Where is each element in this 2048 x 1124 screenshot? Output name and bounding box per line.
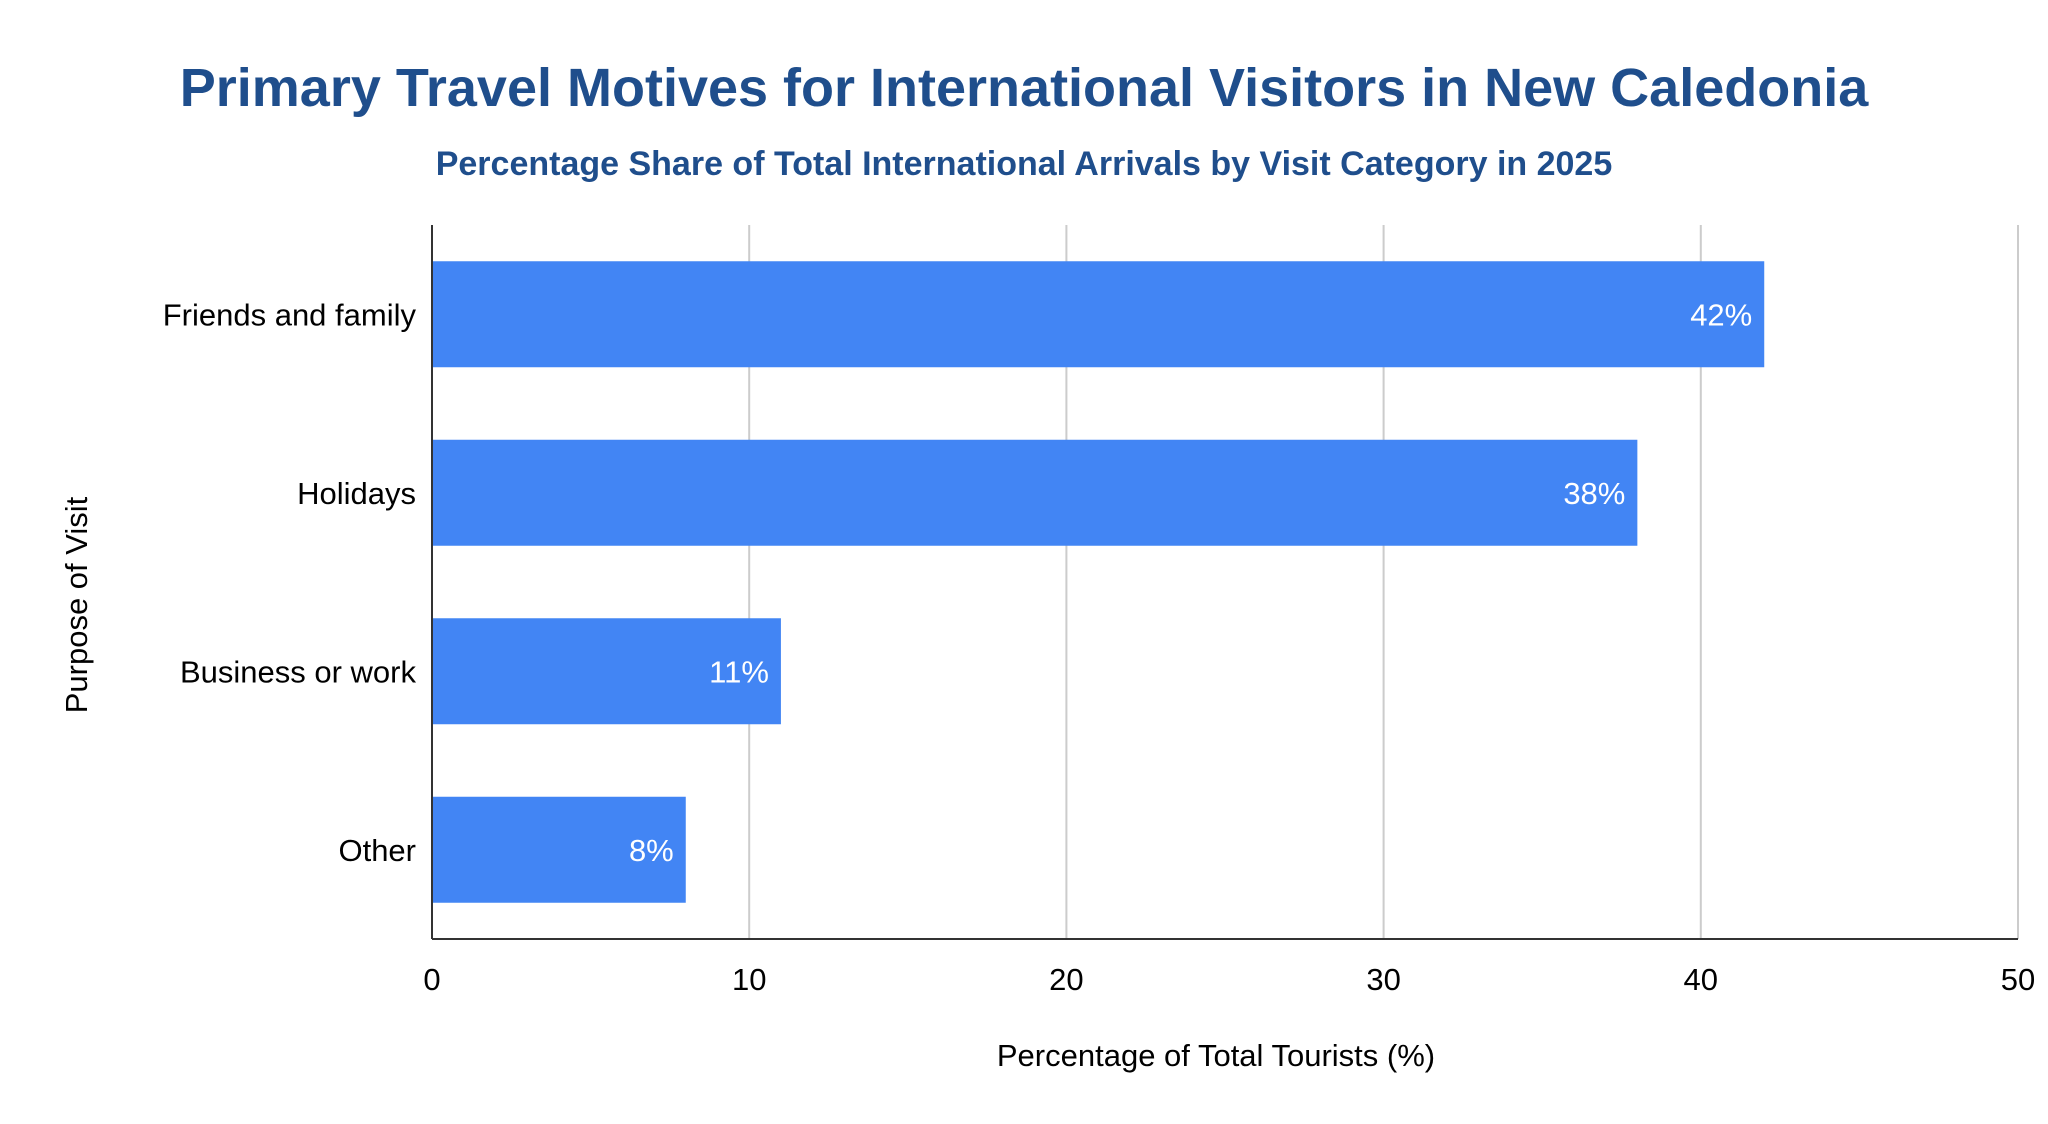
y-axis-title: Purpose of Visit <box>59 496 94 713</box>
bars <box>432 261 1765 903</box>
data-label-0: 42% <box>1690 297 1752 332</box>
y-category-label-0: Friends and family <box>163 297 417 332</box>
bar-3 <box>432 796 686 903</box>
x-axis-title: Percentage of Total Tourists (%) <box>997 1038 1435 1073</box>
x-tick-label-10: 10 <box>732 962 766 997</box>
data-labels: 42% 38% 11% 8% <box>629 297 1752 868</box>
chart-subtitle: Percentage Share of Total International … <box>436 145 1613 183</box>
y-category-label-1: Holidays <box>297 476 416 511</box>
x-tick-labels: 0 10 20 30 40 50 <box>423 962 2035 997</box>
y-category-label-3: Other <box>338 833 416 868</box>
data-label-3: 8% <box>629 833 674 868</box>
x-tick-label-20: 20 <box>1049 962 1083 997</box>
x-tick-label-40: 40 <box>1684 962 1718 997</box>
x-tick-label-50: 50 <box>2001 962 2035 997</box>
y-category-labels: Friends and family Holidays Business or wo… <box>163 297 417 868</box>
x-tick-label-0: 0 <box>423 962 440 997</box>
x-tick-label-30: 30 <box>1366 962 1400 997</box>
bar-0 <box>432 261 1765 368</box>
data-label-2: 11% <box>709 654 769 689</box>
chart-title: Primary Travel Motives for International… <box>180 58 1869 118</box>
bar-1 <box>432 439 1638 546</box>
axes <box>431 225 2018 940</box>
data-label-1: 38% <box>1563 476 1625 511</box>
bar-2 <box>432 618 781 725</box>
y-category-label-2: Business or work <box>180 654 417 689</box>
